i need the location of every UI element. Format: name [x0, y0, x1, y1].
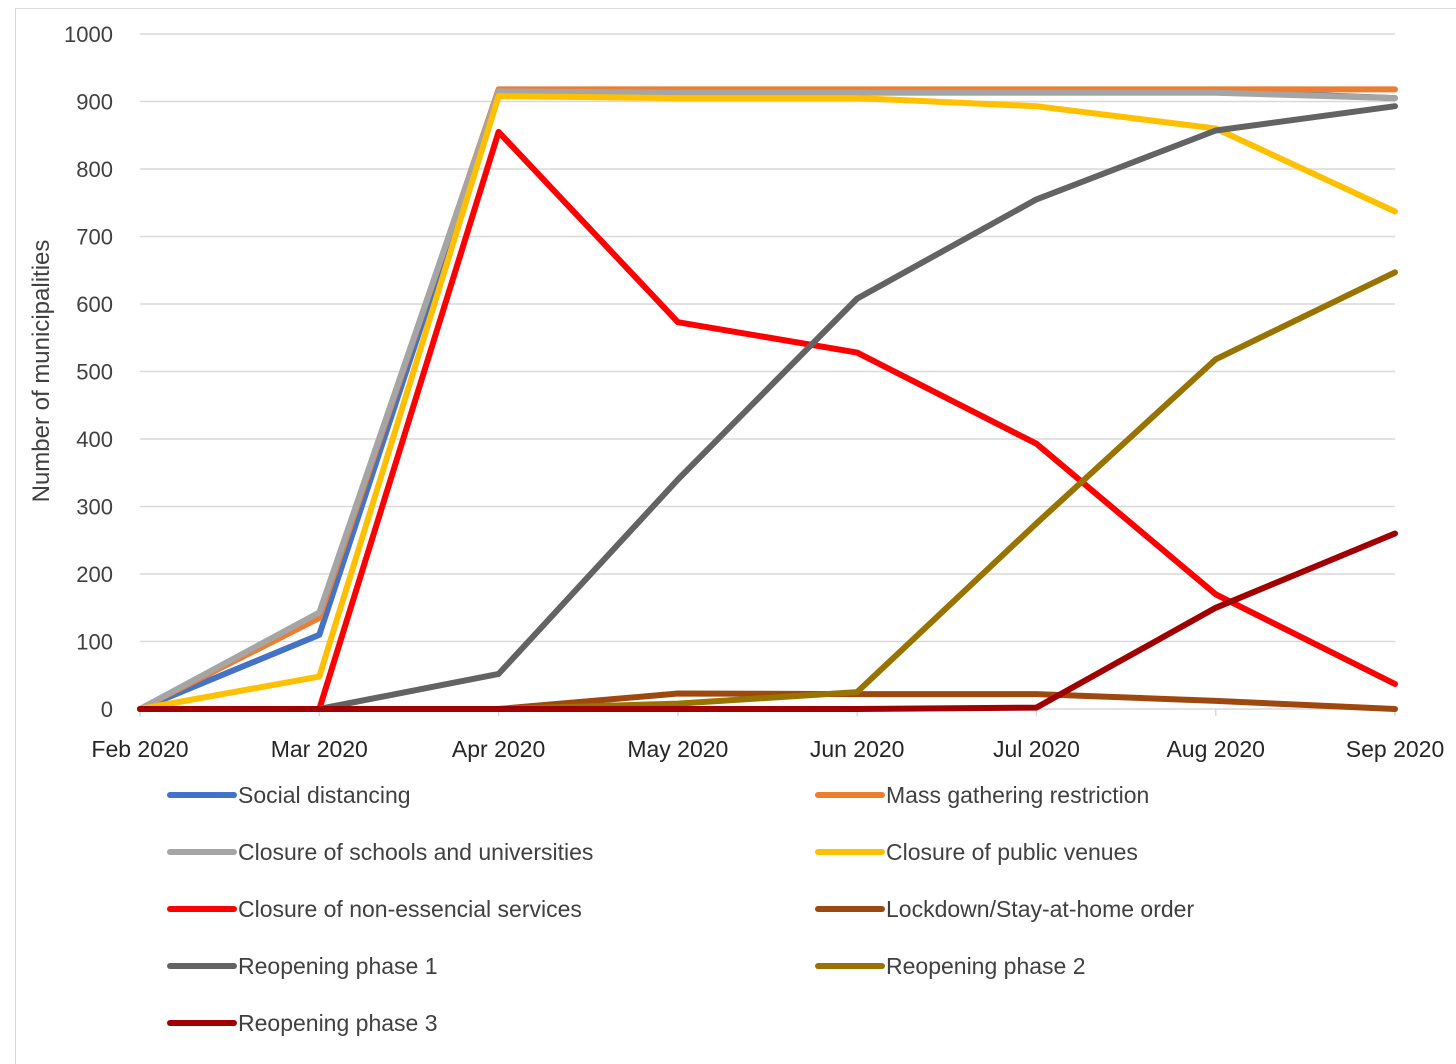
- legend: Social distancing Mass gathering restrict…: [167, 782, 1194, 1036]
- legend-item: Closure of non-essencial services: [167, 896, 582, 922]
- x-tick-label: Feb 2020: [91, 736, 188, 762]
- legend-label: Reopening phase 2: [886, 953, 1086, 979]
- x-tick-label: Apr 2020: [452, 736, 545, 762]
- legend-item: Closure of public venues: [815, 839, 1138, 865]
- y-tick-label: 800: [76, 157, 113, 182]
- legend-item: Lockdown/Stay-at-home order: [815, 896, 1194, 922]
- x-tick-label: Aug 2020: [1166, 736, 1264, 762]
- x-axis-ticks: Feb 2020 Mar 2020 Apr 2020 May 2020 Jun 2020…: [91, 709, 1444, 762]
- y-tick-label: 600: [76, 292, 113, 317]
- series-lines: [137, 86, 1398, 712]
- series-line-8: [137, 530, 1398, 712]
- series-line-4: [137, 128, 1398, 712]
- y-tick-label: 100: [76, 630, 113, 655]
- chart-frame: [15, 8, 1456, 1064]
- series-line-6: [137, 103, 1398, 712]
- legend-item: Reopening phase 3: [167, 1010, 438, 1036]
- legend-label: Closure of non-essencial services: [238, 896, 582, 922]
- y-tick-label: 700: [76, 225, 113, 250]
- y-axis-ticks: 0 100 200 300 400 500 600 700 800 900 1000: [64, 22, 113, 722]
- x-tick-label: Mar 2020: [271, 736, 368, 762]
- legend-item: Mass gathering restriction: [815, 782, 1149, 808]
- y-tick-label: 200: [76, 562, 113, 587]
- legend-item: Closure of schools and universities: [167, 839, 593, 865]
- y-tick-label: 400: [76, 427, 113, 452]
- legend-label: Mass gathering restriction: [886, 782, 1149, 808]
- legend-item: Reopening phase 2: [815, 953, 1086, 979]
- series-line-0: [137, 88, 1398, 712]
- series-line-3: [137, 93, 1398, 712]
- y-tick-label: 0: [101, 697, 113, 722]
- y-tick-label: 500: [76, 360, 113, 385]
- x-tick-label: Jun 2020: [810, 736, 905, 762]
- gridlines: [140, 33, 1395, 643]
- x-tick-label: May 2020: [627, 736, 728, 762]
- y-tick-label: 900: [76, 90, 113, 115]
- legend-label: Reopening phase 3: [238, 1010, 438, 1036]
- series-line-2: [137, 88, 1398, 712]
- y-tick-label: 300: [76, 495, 113, 520]
- y-axis-title: Number of municipalities: [28, 240, 55, 503]
- legend-label: Social distancing: [238, 782, 411, 808]
- x-tick-label: Jul 2020: [993, 736, 1080, 762]
- legend-label: Lockdown/Stay-at-home order: [886, 896, 1194, 922]
- x-tick-label: Sep 2020: [1346, 736, 1444, 762]
- legend-label: Reopening phase 1: [238, 953, 438, 979]
- legend-item: Reopening phase 1: [167, 953, 438, 979]
- legend-label: Closure of public venues: [886, 839, 1138, 865]
- y-tick-label: 1000: [64, 22, 113, 47]
- legend-item: Social distancing: [167, 782, 411, 808]
- legend-label: Closure of schools and universities: [238, 839, 593, 865]
